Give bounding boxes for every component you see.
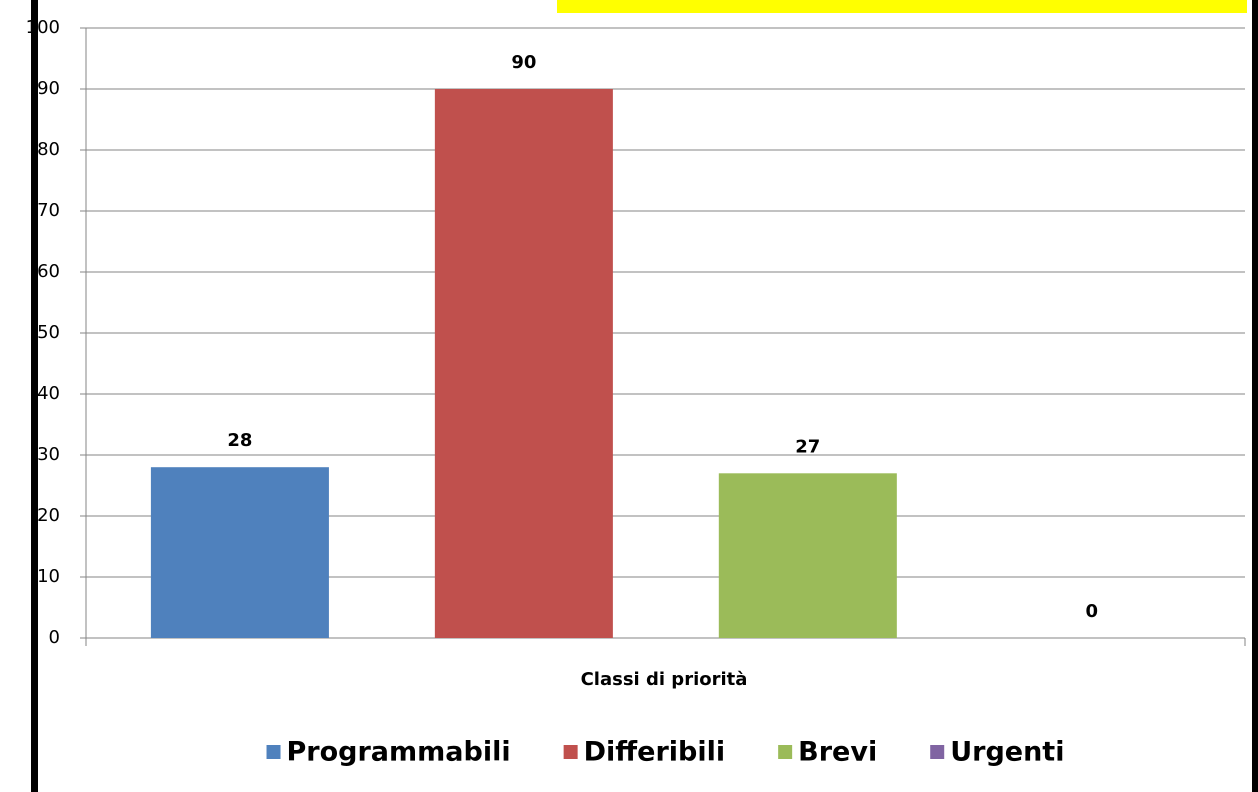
y-tick-label: 90 <box>37 78 60 99</box>
y-tick-label: 10 <box>37 566 60 587</box>
y-tick-label: 80 <box>37 139 60 160</box>
bar <box>718 473 897 638</box>
y-tick-label: 20 <box>37 505 60 526</box>
frame-left <box>31 0 38 792</box>
data-label: 0 <box>1086 601 1099 622</box>
legend-label: Differibili <box>584 737 726 768</box>
legend-swatch <box>778 745 793 759</box>
y-tick-label: 30 <box>37 444 60 465</box>
y-tick-label: 40 <box>37 383 60 404</box>
data-label: 90 <box>511 52 536 73</box>
x-axis-title: Classi di priorità <box>581 669 748 690</box>
legend-label: Brevi <box>798 737 877 768</box>
legend-swatch <box>563 745 578 759</box>
y-tick-label: 60 <box>37 261 60 282</box>
data-label: 28 <box>227 430 252 451</box>
legend-label: Programmabili <box>287 737 511 768</box>
frame-right <box>1252 0 1258 792</box>
y-tick-label: 70 <box>37 200 60 221</box>
data-label: 27 <box>795 436 820 457</box>
bar <box>150 467 329 638</box>
y-tick-label: 100 <box>26 17 60 38</box>
title-box <box>557 0 1247 13</box>
y-tick-label: 50 <box>37 322 60 343</box>
legend-label: Urgenti <box>950 737 1064 768</box>
y-tick-label: 0 <box>49 627 60 648</box>
bar <box>434 89 613 638</box>
legend-swatch <box>930 745 945 759</box>
legend-swatch <box>266 745 281 759</box>
